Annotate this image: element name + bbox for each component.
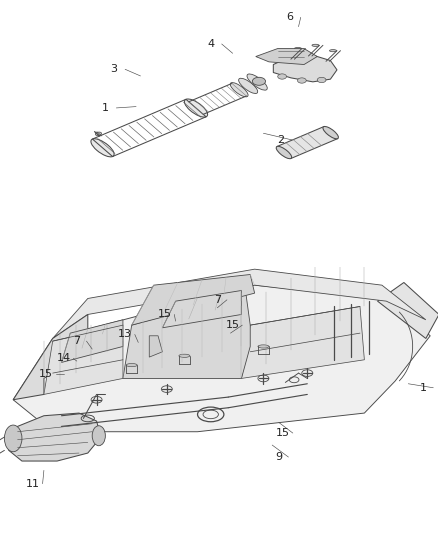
Circle shape: [252, 77, 265, 85]
Text: 13: 13: [118, 329, 132, 340]
Ellipse shape: [329, 50, 336, 52]
Polygon shape: [9, 413, 101, 461]
Text: 15: 15: [39, 369, 53, 379]
Ellipse shape: [179, 354, 189, 357]
Text: 15: 15: [157, 310, 171, 319]
Text: 7: 7: [73, 336, 80, 346]
Ellipse shape: [247, 74, 267, 90]
Ellipse shape: [257, 345, 268, 348]
Ellipse shape: [91, 139, 114, 157]
Polygon shape: [44, 325, 123, 394]
Polygon shape: [162, 290, 241, 328]
Polygon shape: [273, 55, 336, 82]
Text: 7: 7: [213, 295, 220, 305]
Polygon shape: [149, 336, 162, 357]
Ellipse shape: [4, 425, 22, 452]
Text: 14: 14: [57, 353, 71, 364]
Polygon shape: [53, 269, 425, 338]
Text: 2: 2: [277, 135, 284, 145]
Text: 15: 15: [276, 428, 290, 438]
Ellipse shape: [92, 426, 105, 446]
Text: 1: 1: [102, 103, 109, 113]
Text: 11: 11: [26, 479, 40, 489]
Ellipse shape: [311, 44, 318, 46]
Ellipse shape: [322, 126, 338, 139]
Polygon shape: [241, 306, 364, 378]
Circle shape: [297, 78, 306, 83]
Ellipse shape: [230, 83, 247, 97]
Text: 3: 3: [110, 64, 117, 74]
Ellipse shape: [238, 78, 257, 93]
Text: 4: 4: [207, 39, 214, 49]
Polygon shape: [13, 285, 429, 432]
Polygon shape: [13, 314, 88, 400]
Ellipse shape: [276, 147, 291, 159]
Polygon shape: [61, 320, 123, 362]
Polygon shape: [131, 274, 254, 325]
Circle shape: [317, 77, 325, 83]
Polygon shape: [123, 293, 250, 378]
Circle shape: [277, 74, 286, 79]
Text: 15: 15: [225, 320, 239, 330]
Text: 6: 6: [286, 12, 293, 22]
Ellipse shape: [184, 99, 207, 117]
Ellipse shape: [294, 47, 301, 50]
Polygon shape: [276, 127, 337, 158]
Ellipse shape: [95, 132, 101, 135]
Polygon shape: [377, 282, 438, 338]
Text: 1: 1: [419, 383, 426, 393]
Ellipse shape: [126, 364, 137, 367]
Polygon shape: [255, 49, 317, 64]
Text: 9: 9: [275, 452, 282, 462]
